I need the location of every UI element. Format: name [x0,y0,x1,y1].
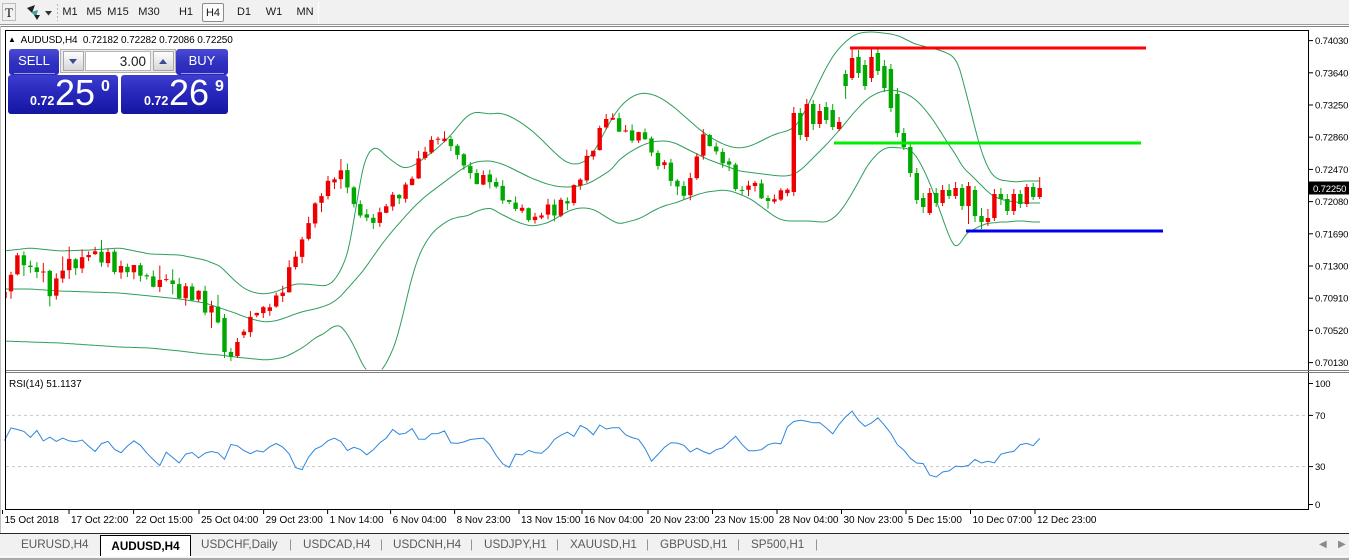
svg-text:0.72080: 0.72080 [1315,197,1348,208]
svg-text:0.71690: 0.71690 [1315,229,1348,240]
svg-text:0.70910: 0.70910 [1315,294,1348,305]
svg-text:20 Nov 23:00: 20 Nov 23:00 [650,515,710,526]
svg-text:0.72250: 0.72250 [1313,184,1346,195]
svg-text:16 Nov 04:00: 16 Nov 04:00 [584,515,644,526]
svg-text:0.74030: 0.74030 [1315,36,1348,47]
svg-text:RSI(14) 51.1137: RSI(14) 51.1137 [9,379,82,390]
svg-text:0.70130: 0.70130 [1315,358,1348,369]
svg-text:T: T [5,5,13,20]
svg-text:70: 70 [1315,411,1325,422]
svg-text:0.73250: 0.73250 [1315,101,1348,112]
svg-text:10 Dec 07:00: 10 Dec 07:00 [973,515,1033,526]
svg-text:1 Nov 14:00: 1 Nov 14:00 [330,515,384,526]
svg-text:0.73640: 0.73640 [1315,68,1348,79]
svg-text:6 Nov 04:00: 6 Nov 04:00 [393,515,447,526]
svg-text:0.72470: 0.72470 [1315,165,1348,176]
svg-text:15 Oct 2018: 15 Oct 2018 [5,515,60,526]
svg-text:0: 0 [1315,500,1320,511]
svg-text:22 Oct 15:00: 22 Oct 15:00 [136,515,194,526]
svg-text:0.72860: 0.72860 [1315,133,1348,144]
svg-text:100: 100 [1315,379,1330,390]
svg-text:28 Nov 04:00: 28 Nov 04:00 [779,515,839,526]
svg-text:25 Oct 04:00: 25 Oct 04:00 [201,515,259,526]
svg-text:23 Nov 15:00: 23 Nov 15:00 [715,515,775,526]
svg-text:8 Nov 23:00: 8 Nov 23:00 [457,515,511,526]
svg-text:29 Oct 23:00: 29 Oct 23:00 [266,515,324,526]
svg-text:17 Oct 22:00: 17 Oct 22:00 [71,515,129,526]
svg-text:30 Nov 23:00: 30 Nov 23:00 [844,515,904,526]
svg-text:0.71300: 0.71300 [1315,262,1348,273]
svg-text:0.70520: 0.70520 [1315,326,1348,337]
svg-text:13 Nov 15:00: 13 Nov 15:00 [521,515,581,526]
svg-text:12 Dec 23:00: 12 Dec 23:00 [1037,515,1097,526]
svg-text:30: 30 [1315,462,1325,473]
svg-text:5 Dec 15:00: 5 Dec 15:00 [908,515,962,526]
